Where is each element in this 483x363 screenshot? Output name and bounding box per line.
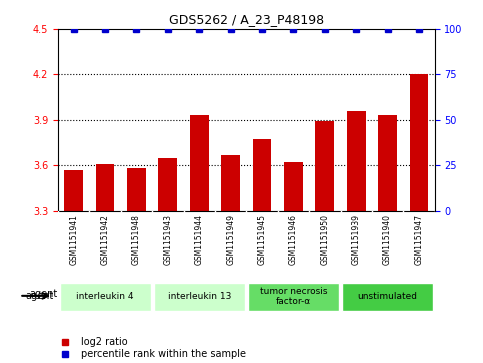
FancyBboxPatch shape	[248, 283, 339, 311]
Bar	[410, 74, 428, 363]
Text: GSM1151946: GSM1151946	[289, 214, 298, 265]
Text: interleukin 13: interleukin 13	[168, 292, 231, 301]
Bar	[284, 162, 303, 363]
Text: log2 ratio: log2 ratio	[81, 337, 127, 347]
Text: tumor necrosis
factor-α: tumor necrosis factor-α	[260, 287, 327, 306]
Bar	[190, 115, 209, 363]
Bar	[158, 158, 177, 363]
Text: GSM1151942: GSM1151942	[100, 214, 110, 265]
Text: GSM1151948: GSM1151948	[132, 214, 141, 265]
Bar	[64, 170, 83, 363]
Text: GSM1151947: GSM1151947	[414, 214, 424, 265]
Text: unstimulated: unstimulated	[357, 292, 418, 301]
Bar	[96, 164, 114, 363]
Text: agent: agent	[30, 289, 58, 299]
Text: percentile rank within the sample: percentile rank within the sample	[81, 349, 245, 359]
FancyBboxPatch shape	[59, 283, 151, 311]
Text: GSM1151949: GSM1151949	[226, 214, 235, 265]
Text: GSM1151944: GSM1151944	[195, 214, 204, 265]
Bar	[315, 121, 334, 363]
Bar	[347, 111, 366, 363]
Text: GSM1151943: GSM1151943	[163, 214, 172, 265]
Text: agent: agent	[25, 291, 53, 301]
FancyBboxPatch shape	[342, 283, 433, 311]
Text: GSM1151940: GSM1151940	[383, 214, 392, 265]
Bar	[253, 139, 271, 363]
Text: GSM1151950: GSM1151950	[320, 214, 329, 265]
Text: interleukin 4: interleukin 4	[76, 292, 134, 301]
Bar	[378, 115, 397, 363]
FancyBboxPatch shape	[154, 283, 245, 311]
Text: GSM1151941: GSM1151941	[69, 214, 78, 265]
Bar	[127, 168, 146, 363]
Bar	[221, 155, 240, 363]
Text: GSM1151939: GSM1151939	[352, 214, 361, 265]
Title: GDS5262 / A_23_P48198: GDS5262 / A_23_P48198	[169, 13, 324, 26]
Text: GSM1151945: GSM1151945	[257, 214, 267, 265]
